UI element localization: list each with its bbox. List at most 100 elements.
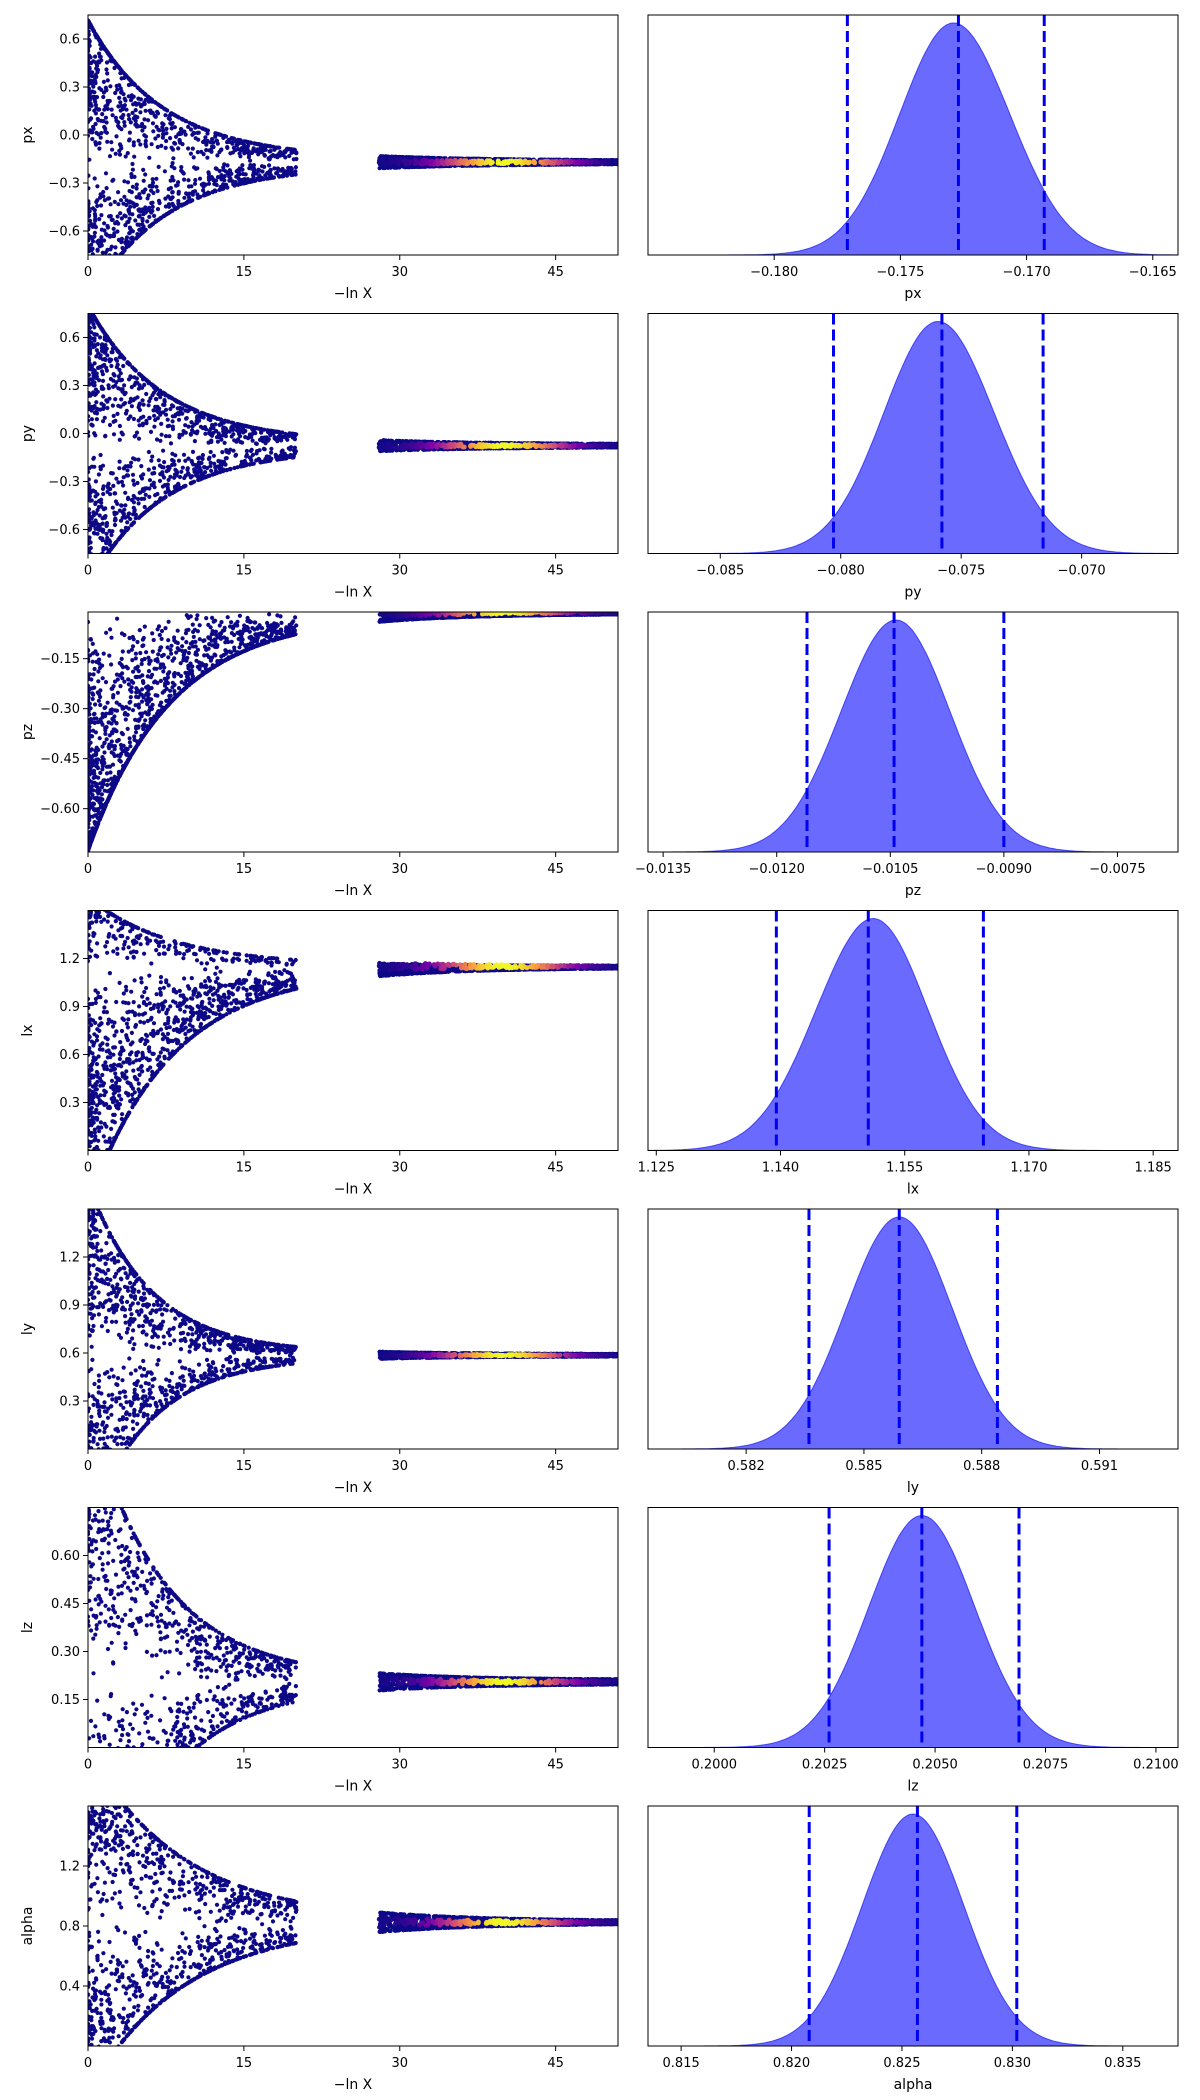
sample-point [87,305,91,309]
sample-point [101,491,106,497]
sample-point [116,202,121,207]
sample-point [99,401,104,406]
sample-point [86,583,90,587]
sample-point [407,164,412,170]
sample-point [105,100,111,105]
sample-point [151,190,156,196]
sample-point [110,113,115,118]
sample-point [113,115,118,120]
sample-point [102,261,106,265]
sample-point [162,213,167,218]
sample-point [178,140,183,145]
sample-point [213,422,218,427]
sample-point [103,274,107,278]
sample-point [88,484,92,490]
sample-point [101,257,105,261]
sample-point [134,186,139,191]
sample-point [196,124,201,130]
sample-point [93,289,97,293]
sample-point [197,176,203,181]
sample-point [97,277,101,281]
sample-point [141,224,146,229]
sample-point [149,201,154,206]
sample-point [132,204,137,209]
weighted-sample-point [605,159,611,164]
sample-point [88,218,93,223]
sample-point [243,148,248,153]
sample-point [88,578,92,582]
sample-point [202,425,208,430]
sample-point [121,201,126,206]
sample-point [173,134,179,139]
sample-point [125,180,131,185]
sample-point [292,448,297,453]
sample-point [109,266,113,270]
sample-point [131,143,136,148]
sample-point [99,552,104,554]
sample-point [95,568,99,572]
sample-point [110,403,115,408]
sample-point [112,261,116,265]
sample-point [211,430,216,435]
sample-point [186,178,191,183]
y-tick-label: 0.6 [59,33,80,48]
sample-point [118,254,120,255]
sample-point [89,296,93,300]
sample-point [146,449,151,455]
sample-point [218,132,223,137]
sample-point [111,413,116,418]
sample-point [88,298,92,302]
sample-point [173,141,178,146]
sample-point [105,268,109,272]
sample-point [269,446,274,451]
sample-point [232,465,237,471]
sample-point [272,166,277,171]
sample-point [100,378,106,383]
sample-point [133,516,138,521]
sample-point [205,131,210,136]
sample-point [89,296,93,300]
sample-point [162,399,167,404]
sample-point [92,260,96,264]
sample-point [103,556,107,560]
sample-point [114,134,119,139]
sample-point [166,187,171,192]
sample-point [173,467,178,472]
sample-point [94,106,99,111]
sample-point [86,304,90,308]
sample-point [88,157,92,162]
sample-point [89,222,94,227]
sample-point [167,423,172,428]
sample-point [100,250,105,255]
sample-point [271,144,276,149]
sample-point [103,268,107,272]
sample-point [197,460,202,465]
sample-point [88,433,91,438]
sample-point [99,280,103,284]
sample-point [99,213,104,218]
sample-point [193,166,198,171]
sample-point [109,140,114,145]
sample-point [117,152,123,157]
sample-point [92,211,97,217]
sample-point [117,142,123,147]
sample-point [175,406,180,411]
sample-point [133,433,138,438]
sample-point [186,124,191,129]
sample-point [123,98,128,103]
weighted-sample-point [469,158,475,164]
sample-point [180,170,185,175]
sample-point [172,166,177,171]
sample-point [86,581,90,585]
sample-point [136,436,142,441]
sample-point [207,175,212,180]
sample-point [259,430,264,435]
sample-point [104,186,109,191]
sample-point [118,108,123,113]
sample-point [118,518,124,523]
sample-point [217,187,222,192]
sample-point [192,181,198,186]
sample-point [88,202,91,208]
sample-point [244,448,249,454]
sample-point [167,114,172,119]
